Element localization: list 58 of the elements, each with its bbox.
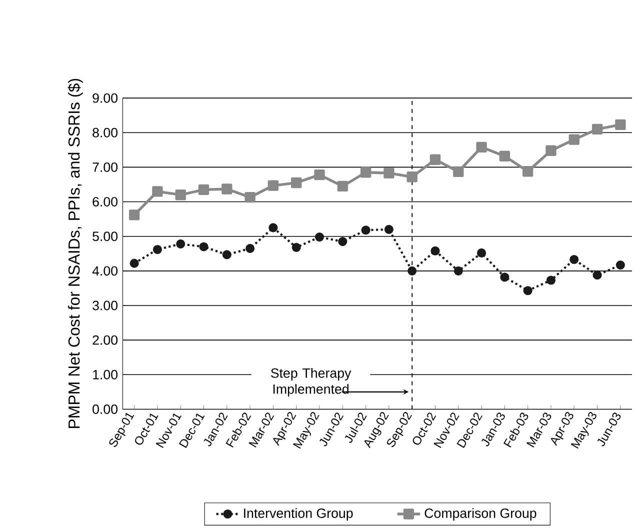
point [406, 171, 418, 182]
point [337, 180, 348, 192]
point [222, 250, 232, 260]
point [615, 119, 626, 130]
point [130, 258, 139, 268]
point [476, 142, 487, 152]
y-tick-label: 9.00 [92, 93, 118, 103]
point [430, 154, 441, 165]
point [477, 248, 486, 258]
legend-label: Comparison Group [424, 508, 536, 520]
point [199, 242, 208, 252]
point [523, 286, 532, 296]
y-tick-label: 6.00 [92, 196, 118, 206]
y-tick-label: 3.00 [92, 300, 118, 310]
point [499, 150, 510, 162]
point [175, 189, 186, 200]
point [222, 184, 232, 194]
point [500, 272, 510, 282]
point [314, 232, 324, 242]
y-tick-label: 7.00 [92, 162, 118, 172]
point [616, 260, 625, 270]
point [568, 134, 580, 145]
point [268, 180, 279, 191]
point [592, 270, 602, 280]
y-tick-label: 1.00 [93, 370, 118, 380]
y-tick-label: 8.00 [92, 128, 118, 138]
point [128, 209, 140, 220]
point [570, 254, 579, 264]
point [292, 242, 301, 252]
point [152, 244, 162, 254]
point [244, 192, 256, 202]
y-tick-label: 2.00 [92, 335, 118, 345]
point [546, 145, 556, 156]
point [546, 276, 556, 285]
point [361, 225, 370, 235]
legend-label: Intervention Group [244, 508, 353, 520]
point [268, 223, 278, 232]
y-tick-label: 0.00 [92, 404, 118, 414]
y-axis-title: PMPM Net Cost for NSAIDs, PPIs, and SSRIs ($) [68, 78, 83, 428]
point [176, 239, 186, 248]
point [246, 244, 255, 253]
point [314, 169, 325, 180]
y-tick-label: 5.00 [92, 231, 118, 241]
point [384, 168, 394, 178]
point [360, 166, 372, 178]
point [291, 177, 302, 188]
point [454, 266, 463, 276]
y-tick-label: 4.00 [92, 266, 118, 276]
point [522, 166, 534, 177]
point [152, 186, 163, 197]
ref-line-label: Step Therapy Implemented [270, 368, 352, 396]
point [408, 266, 417, 276]
point [384, 224, 394, 234]
point [592, 124, 603, 134]
point [338, 236, 348, 246]
point [430, 246, 440, 256]
point [198, 184, 210, 195]
point [453, 166, 464, 177]
